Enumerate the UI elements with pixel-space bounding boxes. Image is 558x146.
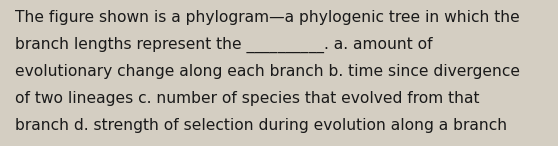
Text: The figure shown is a phylogram—a phylogenic tree in which the: The figure shown is a phylogram—a phylog…: [15, 10, 520, 25]
Text: branch d. strength of selection during evolution along a branch: branch d. strength of selection during e…: [15, 118, 507, 133]
Text: evolutionary change along each branch b. time since divergence: evolutionary change along each branch b.…: [15, 64, 520, 79]
Text: of two lineages c. number of species that evolved from that: of two lineages c. number of species tha…: [15, 91, 479, 106]
Text: branch lengths represent the __________. a. amount of: branch lengths represent the __________.…: [15, 37, 432, 53]
